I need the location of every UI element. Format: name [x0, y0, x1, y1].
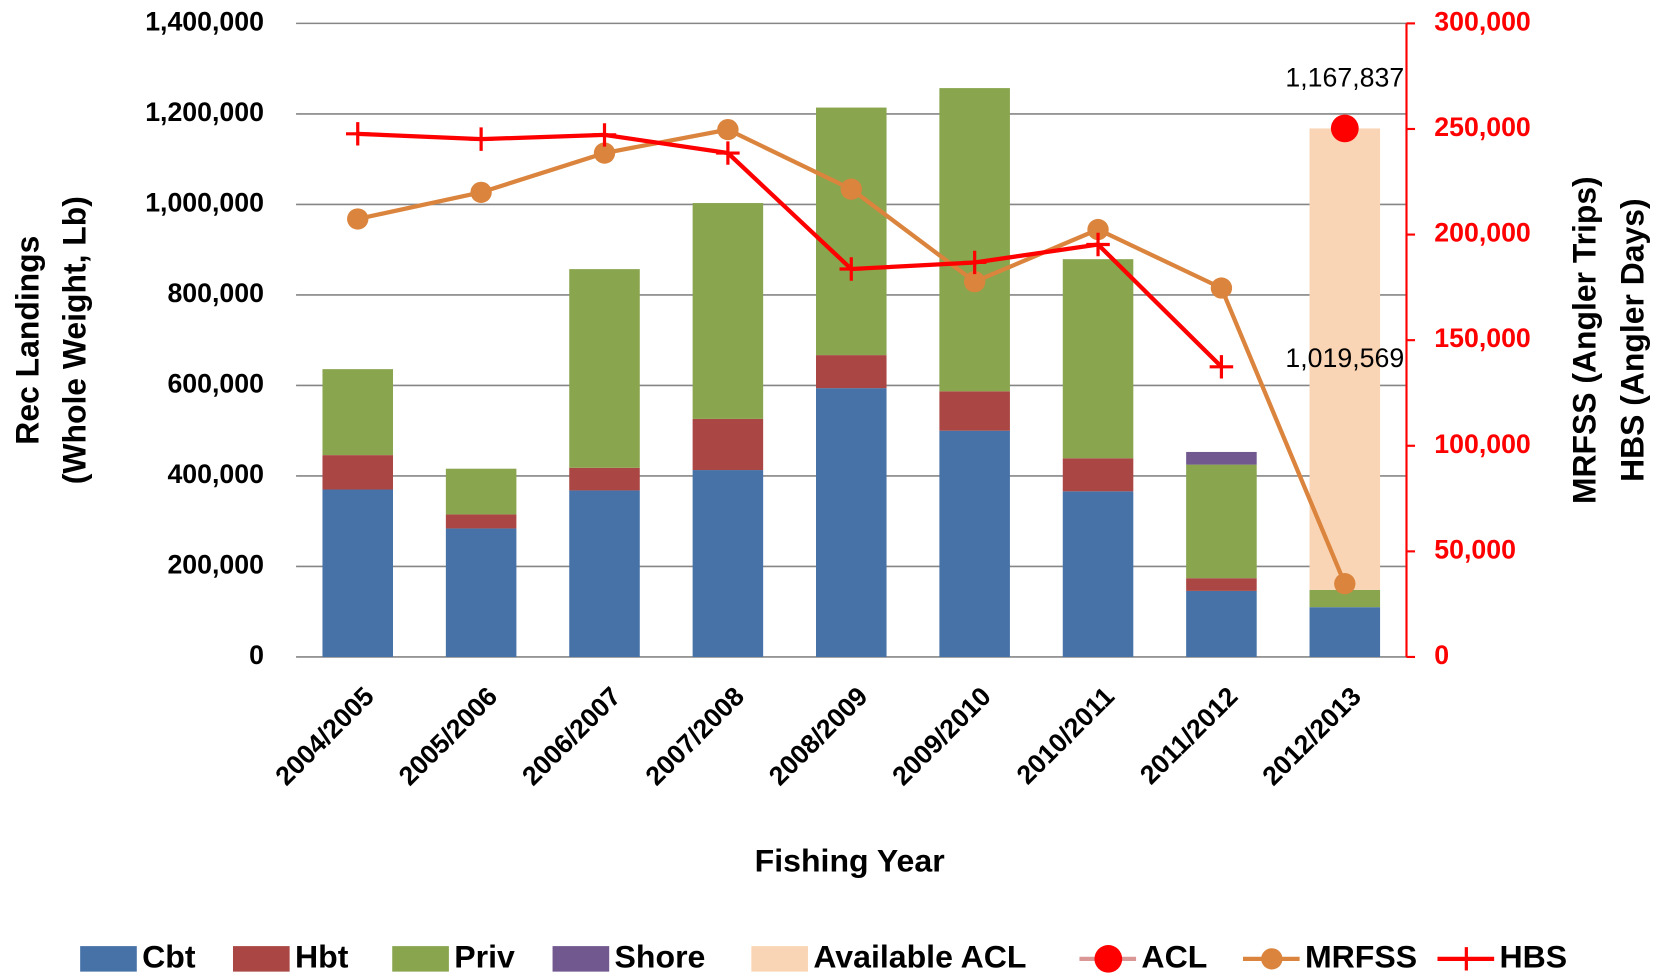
marker — [347, 208, 369, 230]
bar-segment — [1309, 589, 1381, 608]
bar-segment — [322, 455, 394, 490]
bar-segment — [692, 418, 764, 471]
legend-label: Hbt — [295, 938, 349, 974]
marker — [1210, 277, 1233, 299]
bar-segment — [939, 88, 1010, 392]
x-axis-title: Fishing Year — [755, 843, 945, 879]
bar-segment — [1186, 464, 1257, 579]
marker — [1334, 573, 1356, 595]
marker — [1330, 114, 1359, 143]
y-axis-title: (Whole Weight, Lb) — [56, 196, 92, 484]
marker — [345, 122, 370, 146]
marker — [1086, 232, 1110, 257]
y-tick-label: 0 — [249, 640, 264, 670]
legend-swatch — [552, 946, 610, 972]
bar-segment — [939, 391, 1010, 431]
legend-swatch — [392, 946, 449, 972]
marker — [839, 257, 864, 281]
line — [357, 131, 1223, 369]
y-tick-label: 800,000 — [167, 278, 264, 308]
bar-segment — [816, 355, 887, 389]
x-tick-label: 2010/2011 — [1011, 681, 1121, 790]
bar-segment — [322, 369, 394, 456]
marker — [962, 250, 987, 275]
marker — [1209, 355, 1234, 379]
legend-swatch — [80, 946, 137, 972]
marker — [717, 118, 739, 141]
bar-segment — [1186, 451, 1257, 465]
legend-label: Cbt — [142, 938, 196, 974]
y-tick-label: 400,000 — [167, 459, 264, 489]
y2-axis-title: MRFSS (Angler Trips) — [1567, 176, 1603, 504]
x-tick-label: 2012/2013 — [1256, 681, 1367, 791]
bar-segment — [569, 490, 640, 657]
legend-label: MRFSS — [1305, 938, 1417, 974]
marker — [840, 178, 862, 200]
marker — [592, 123, 617, 147]
legend-swatch — [232, 946, 290, 972]
marker — [1087, 218, 1109, 241]
bar-segment — [692, 470, 764, 657]
bar-segment — [1309, 128, 1381, 590]
y-tick-label: 1,200,000 — [145, 97, 264, 127]
y2-tick-label: 100,000 — [1434, 429, 1531, 459]
bar-segment — [322, 489, 394, 657]
bar-segment — [1062, 491, 1134, 657]
legend-swatch — [751, 946, 808, 972]
y-axis-title: Rec Landings — [9, 236, 45, 445]
bar-segment — [816, 388, 887, 657]
bar-segment — [939, 430, 1010, 657]
bar-segment — [1062, 458, 1134, 492]
marker — [469, 127, 493, 151]
bar-segment — [569, 467, 640, 491]
legend-label: ACL — [1141, 938, 1207, 974]
y2-tick-label: 150,000 — [1434, 323, 1531, 353]
y-tick-label: 600,000 — [167, 369, 264, 399]
x-tick-label: 2004/2005 — [269, 681, 380, 791]
legend-label: HBS — [1499, 938, 1567, 974]
data-label: 1,167,837 — [1285, 63, 1404, 93]
y2-tick-label: 0 — [1434, 640, 1449, 670]
bar-segment — [1062, 259, 1134, 459]
marker — [716, 141, 740, 165]
x-tick-label: 2008/2009 — [763, 681, 874, 791]
legend-label: Shore — [615, 938, 706, 974]
x-tick-label: 2005/2006 — [393, 681, 504, 791]
legend-marker — [1094, 945, 1123, 973]
bar-segment — [692, 203, 764, 419]
bar-segment — [445, 514, 517, 529]
bar-segment — [445, 528, 517, 657]
marker — [963, 271, 986, 293]
legend-label: Priv — [454, 938, 515, 974]
x-tick-label: 2007/2008 — [639, 681, 750, 791]
legend-marker — [1454, 947, 1479, 971]
y-tick-label: 200,000 — [167, 550, 264, 580]
marker — [470, 181, 492, 203]
y2-tick-label: 250,000 — [1434, 112, 1531, 142]
bar-segment — [569, 269, 640, 468]
data-label: 1,019,569 — [1285, 343, 1404, 373]
y2-tick-label: 200,000 — [1434, 218, 1531, 248]
x-tick-label: 2009/2010 — [886, 681, 997, 791]
y2-tick-label: 50,000 — [1434, 534, 1516, 564]
legend-label: Available ACL — [813, 938, 1026, 974]
legend-marker — [1261, 948, 1283, 970]
marker — [593, 142, 616, 164]
bar-segment — [1186, 578, 1257, 591]
bar-segment — [1186, 590, 1257, 657]
x-tick-label: 2011/2012 — [1134, 681, 1243, 790]
y-tick-label: 1,400,000 — [145, 6, 264, 36]
y2-axis-title: HBS (Angler Days) — [1615, 198, 1651, 481]
bar-segment — [1309, 607, 1381, 657]
y2-tick-label: 300,000 — [1434, 6, 1531, 36]
bar-segment — [816, 107, 887, 356]
y-tick-label: 1,000,000 — [145, 187, 264, 217]
bar-segment — [445, 468, 517, 515]
x-tick-label: 2006/2007 — [516, 681, 627, 791]
